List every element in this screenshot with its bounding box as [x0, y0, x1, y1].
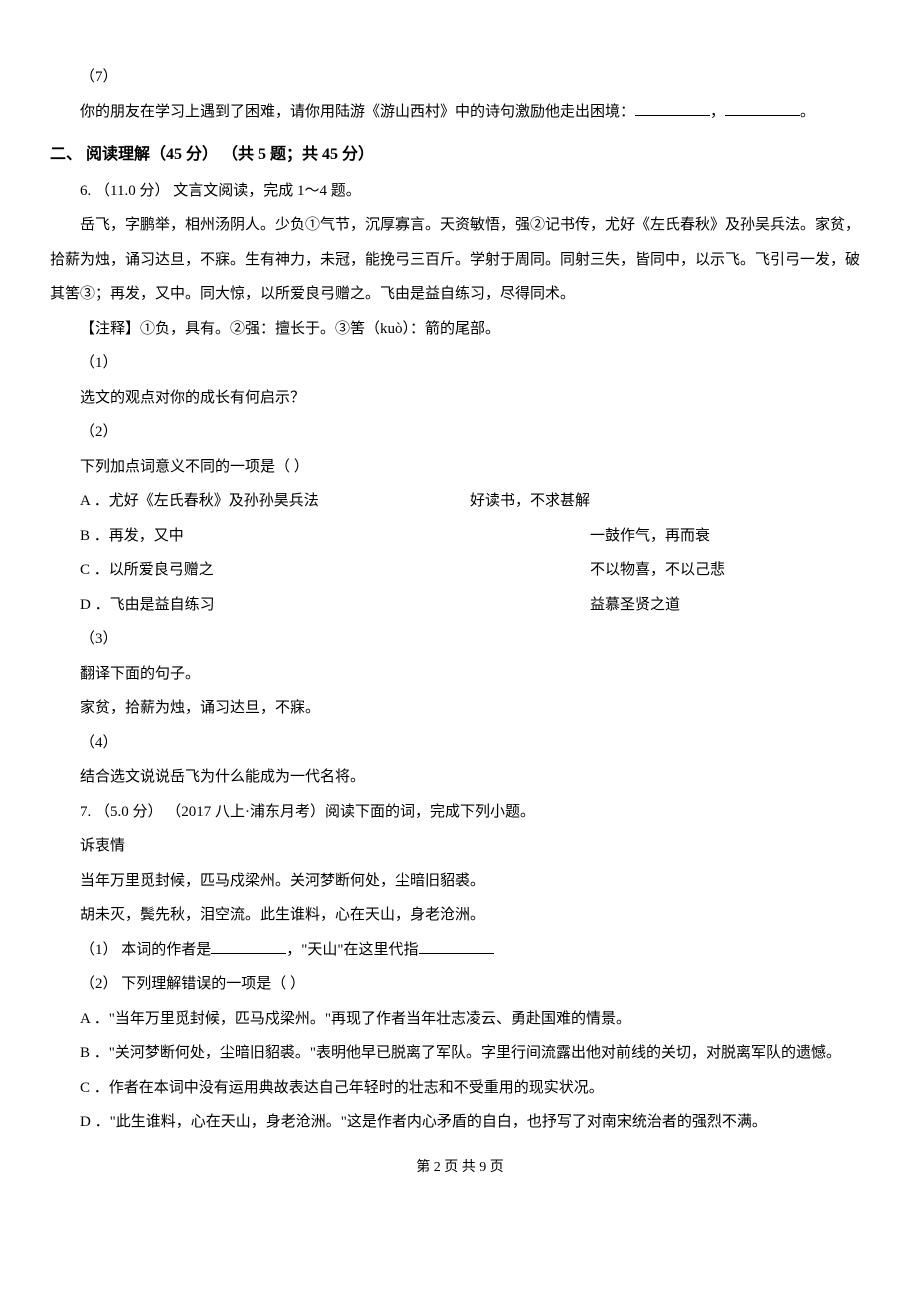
- q6-optD-right: 益慕圣贤之道: [590, 588, 870, 623]
- q6-start: 6. （11.0 分） 文言文阅读，完成 1～4 题。: [50, 174, 870, 209]
- q6-optA-left: A ．尤好《左氏春秋》及孙孙昊兵法: [80, 484, 470, 519]
- comma: ，: [710, 104, 725, 120]
- q6-optA-right: 好读书，不求甚解: [470, 484, 870, 519]
- q6-sub1-text: 选文的观点对你的成长有何启示？: [50, 381, 870, 416]
- q6-sub4-num: （4）: [50, 726, 870, 761]
- section-2-header: 二、 阅读理解（45 分） （共 5 题；共 45 分）: [50, 137, 870, 174]
- q7-sub2: （2） 下列理解错误的一项是（ ）: [50, 967, 870, 1002]
- q6-note: 【注释】①负，具有。②强：擅长于。③筈（kuò）：箭的尾部。: [50, 312, 870, 347]
- q6-option-d[interactable]: D ．飞由是益自练习 益慕圣贤之道: [50, 588, 870, 623]
- q6-optC-left: C ．以所爱良弓赠之: [80, 553, 590, 588]
- q6-sub3-num: （3）: [50, 622, 870, 657]
- q5-sub7-num: （7）: [50, 60, 870, 95]
- q7-line1: 当年万里觅封候，匹马戍梁州。关河梦断何处，尘暗旧貂裘。: [50, 864, 870, 899]
- q6-option-c[interactable]: C ．以所爱良弓赠之 不以物喜，不以己悲: [50, 553, 870, 588]
- q7-option-c[interactable]: C ．作者在本词中没有运用典故表达自己年轻时的壮志和不受重用的现实状况。: [50, 1071, 870, 1106]
- q7-start: 7. （5.0 分） （2017 八上·浦东月考）阅读下面的词，完成下列小题。: [50, 795, 870, 830]
- q6-sub1-num: （1）: [50, 346, 870, 381]
- q7-option-d[interactable]: D ．"此生谁料，心在天山，身老沧洲。"这是作者内心矛盾的自白，也抒写了对南宋统…: [50, 1105, 870, 1140]
- q7-line2: 胡未灭，鬓先秋，泪空流。此生谁料，心在天山，身老沧洲。: [50, 898, 870, 933]
- blank-author[interactable]: [211, 939, 286, 954]
- blank-2[interactable]: [725, 101, 800, 116]
- q7-sub1-prefix: （1） 本词的作者是: [80, 942, 211, 958]
- q6-sub3-sentence: 家贫，拾薪为烛，诵习达旦，不寐。: [50, 691, 870, 726]
- q6-sub3-text: 翻译下面的句子。: [50, 657, 870, 692]
- q6-sub2-num: （2）: [50, 415, 870, 450]
- q6-optC-right: 不以物喜，不以己悲: [590, 553, 870, 588]
- q6-passage: 岳飞，字鹏举，相州汤阴人。少负①气节，沉厚寡言。天资敏悟，强②记书传，尤好《左氏…: [50, 208, 870, 312]
- period: 。: [800, 104, 815, 120]
- q5-sub7-prompt: 你的朋友在学习上遇到了困难，请你用陆游《游山西村》中的诗句激励他走出困境：: [80, 104, 635, 120]
- q7-option-a[interactable]: A ．"当年万里觅封候，匹马戍梁州。"再现了作者当年壮志凌云、勇赴国难的情景。: [50, 1002, 870, 1037]
- q6-optB-left: B ．再发，又中: [80, 519, 590, 554]
- q7-option-b[interactable]: B ．"关河梦断何处，尘暗旧貂裘。"表明他早已脱离了军队。字里行间流露出他对前线…: [50, 1036, 870, 1071]
- blank-1[interactable]: [635, 101, 710, 116]
- blank-tianshan[interactable]: [419, 939, 494, 954]
- q7-sub1-mid: ，"天山"在这里代指: [286, 942, 418, 958]
- q7-title: 诉衷情: [50, 829, 870, 864]
- page-footer: 第 2 页 共 9 页: [50, 1152, 870, 1184]
- q6-sub2-text: 下列加点词意义不同的一项是（ ）: [50, 450, 870, 485]
- q6-option-a[interactable]: A ．尤好《左氏春秋》及孙孙昊兵法 好读书，不求甚解: [50, 484, 870, 519]
- q7-sub1: （1） 本词的作者是 ，"天山"在这里代指: [50, 933, 870, 968]
- q6-optD-left: D ．飞由是益自练习: [80, 588, 590, 623]
- q5-sub7-text: 你的朋友在学习上遇到了困难，请你用陆游《游山西村》中的诗句激励他走出困境： ， 。: [50, 95, 870, 130]
- q6-sub4-text: 结合选文说说岳飞为什么能成为一代名将。: [50, 760, 870, 795]
- q6-optB-right: 一鼓作气，再而衰: [590, 519, 870, 554]
- q6-option-b[interactable]: B ．再发，又中 一鼓作气，再而衰: [50, 519, 870, 554]
